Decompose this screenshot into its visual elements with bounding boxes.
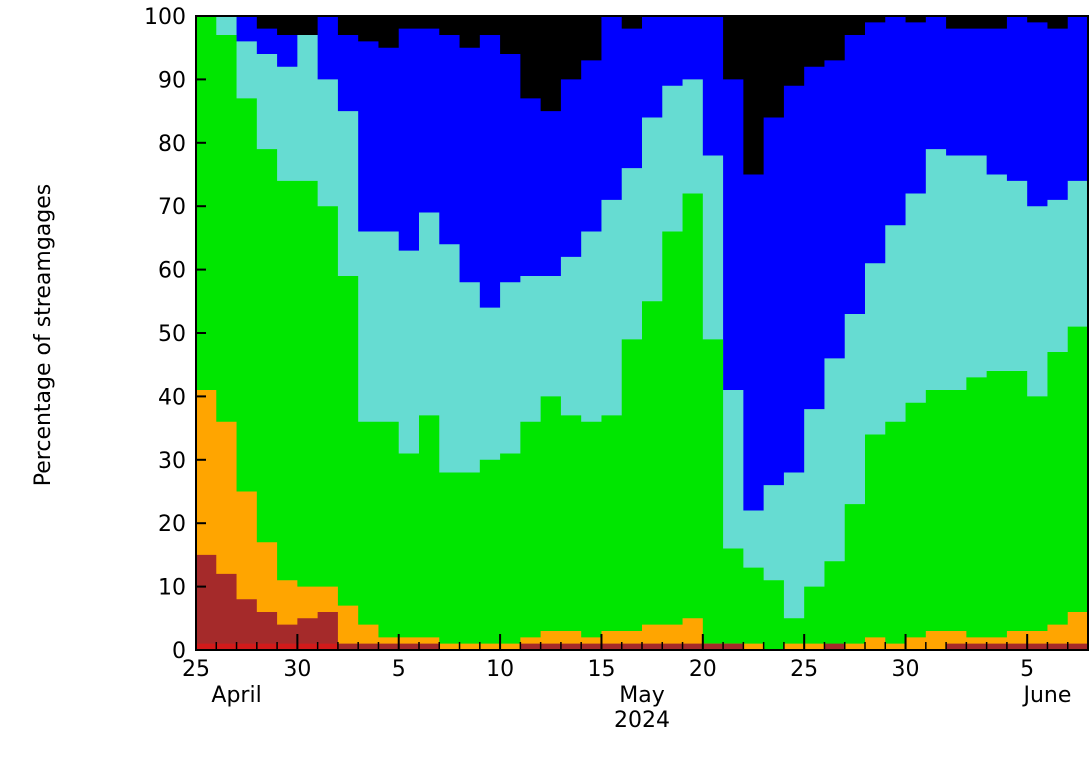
x-month-label: May bbox=[619, 683, 664, 708]
x-month-label: June bbox=[1021, 683, 1071, 708]
y-tick-label: 50 bbox=[158, 322, 186, 347]
x-tick-label: 25 bbox=[790, 657, 818, 682]
x-tick-label: 25 bbox=[182, 657, 210, 682]
x-tick-label: 30 bbox=[283, 657, 311, 682]
y-tick-label: 10 bbox=[158, 576, 186, 601]
x-tick-label: 30 bbox=[892, 657, 920, 682]
stacked-area-bands bbox=[196, 16, 1088, 650]
y-tick-label: 40 bbox=[158, 385, 186, 410]
x-tick-label: 5 bbox=[1020, 657, 1034, 682]
y-axis: 0 10 20 30 40 50 60 70 80 90 100 bbox=[144, 5, 206, 664]
y-tick-label: 80 bbox=[158, 132, 186, 157]
area-band-3 bbox=[196, 16, 1088, 650]
y-tick-label: 20 bbox=[158, 512, 186, 537]
x-year-label: 2024 bbox=[614, 708, 670, 733]
area-band-2 bbox=[196, 390, 1088, 650]
area-band-1 bbox=[196, 554, 1088, 650]
y-tick-label: 70 bbox=[158, 195, 186, 220]
x-axis: 25 30 5 10 15 20 25 30 5 April May June 2024 bbox=[182, 634, 1089, 733]
y-tick-label: 0 bbox=[172, 639, 186, 664]
y-tick-label: 30 bbox=[158, 449, 186, 474]
x-tick-label: 20 bbox=[689, 657, 717, 682]
y-axis-title: Percentage of streamgages bbox=[31, 184, 56, 486]
x-month-label: April bbox=[211, 683, 261, 708]
y-tick-label: 60 bbox=[158, 259, 186, 284]
y-tick-label: 90 bbox=[158, 68, 186, 93]
x-tick-label: 15 bbox=[587, 657, 615, 682]
x-tick-label: 5 bbox=[392, 657, 406, 682]
x-tick-label: 10 bbox=[486, 657, 514, 682]
y-tick-label: 100 bbox=[144, 5, 186, 30]
